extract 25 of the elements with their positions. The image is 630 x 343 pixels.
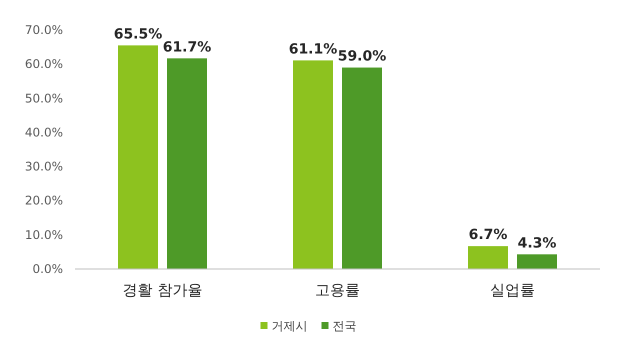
y-tick-label: 40.0% — [24, 125, 63, 140]
legend-label: 전국 — [332, 319, 356, 333]
x-tick-label: 실업률 — [490, 281, 535, 299]
data-label: 65.5% — [114, 26, 162, 42]
legend-label: 거제시 — [272, 319, 308, 333]
x-tick-label: 고용률 — [315, 281, 360, 299]
bar — [293, 60, 333, 269]
data-label: 6.7% — [468, 227, 508, 244]
bar — [517, 254, 557, 269]
y-tick-label: 10.0% — [24, 228, 63, 242]
y-tick-label: 30.0% — [24, 160, 63, 174]
data-label: 59.0% — [338, 48, 386, 65]
bar — [118, 45, 158, 269]
y-tick-label: 50.0% — [24, 91, 63, 106]
y-tick-label: 20.0% — [24, 194, 63, 208]
x-tick-label: 경활 참가율 — [122, 281, 202, 299]
bar — [468, 246, 508, 269]
data-label: 4.3% — [518, 235, 556, 252]
y-tick-label: 60.0% — [24, 57, 63, 72]
data-label: 61.7% — [162, 39, 212, 56]
y-tick-label: 0.0% — [32, 262, 63, 276]
bar — [167, 58, 207, 269]
y-tick-label: 70.0% — [24, 23, 63, 37]
bar — [342, 68, 382, 269]
data-label: 61.1% — [288, 41, 338, 58]
